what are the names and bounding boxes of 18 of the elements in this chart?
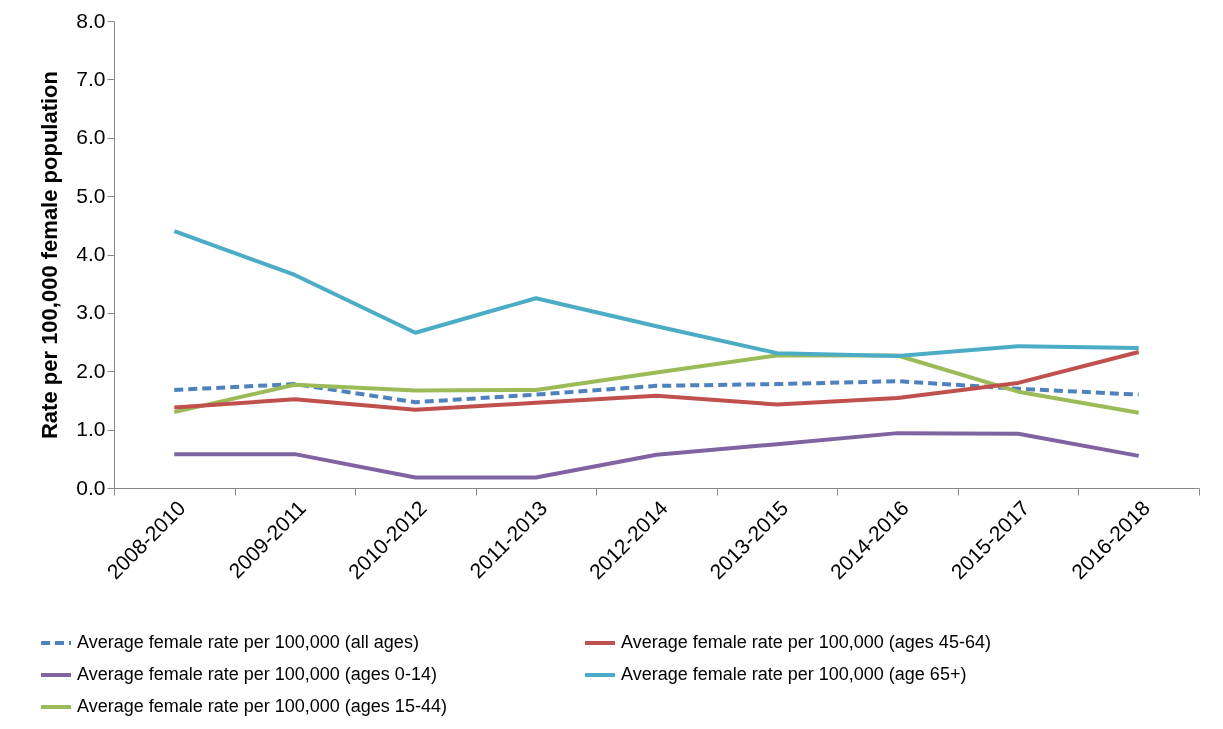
line-series	[172, 431, 1141, 480]
y-axis-title: Rate per 100,000 female population	[37, 70, 63, 440]
y-tick-label: 5.0	[76, 183, 106, 207]
legend-label: Average female rate per 100,000 (ages 45-64)	[621, 632, 991, 652]
y-tick-label: 8.0	[76, 8, 106, 32]
y-tick-label: 2.0	[76, 358, 106, 382]
y-tick-label: 7.0	[76, 66, 106, 90]
y-tick-label: 3.0	[76, 300, 106, 324]
legend-label: Average female rate per 100,000 (ages 0-14)	[77, 664, 437, 684]
legend-label: Average female rate per 100,000 (all ages)	[77, 632, 419, 652]
y-tick-label: 4.0	[76, 242, 106, 265]
y-tick-label: 1.0	[76, 417, 106, 441]
line-series	[172, 379, 1141, 405]
legend-label: Average female rate per 100,000 (age 65+)	[621, 664, 967, 684]
y-tick-label: 6.0	[76, 125, 106, 149]
legend-label: Average female rate per 100,000 (ages 15-44)	[77, 696, 447, 716]
line-series	[172, 229, 1141, 359]
y-tick-label: 0.0	[76, 475, 106, 499]
